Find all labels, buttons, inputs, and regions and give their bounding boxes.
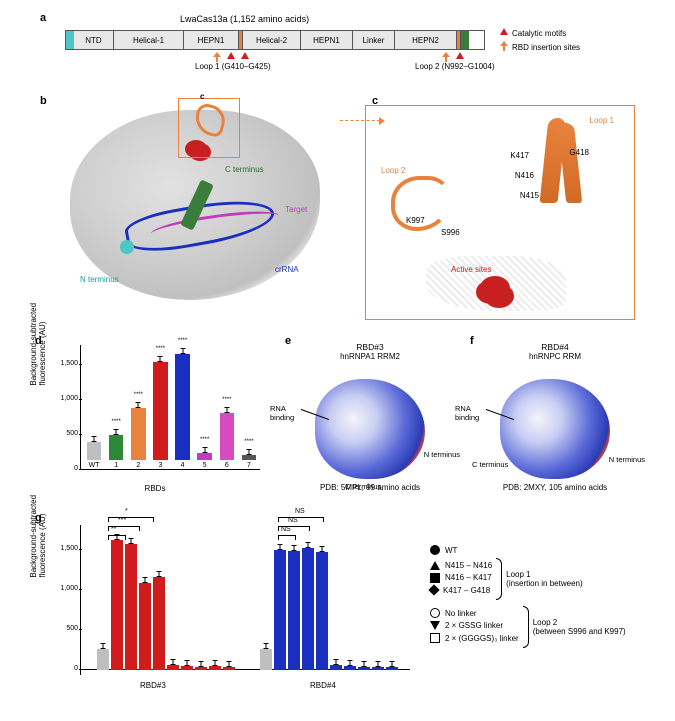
panel-b: c N terminus C terminus crRNA Target: [45, 100, 345, 320]
sym-tri-down: [430, 621, 440, 630]
nterm-label: N terminus: [80, 275, 119, 284]
d-ytick-500: 500: [58, 430, 78, 437]
n-terminus-marker: [120, 240, 134, 254]
f-subtitle: hnRNPC RRM: [470, 352, 640, 361]
c-cap: [461, 31, 469, 49]
d-ytick-0: 0: [58, 465, 78, 472]
d-xaxis: [80, 469, 260, 470]
f-rna-label: RNAbinding: [455, 404, 479, 422]
e-title: RBD#3: [285, 342, 455, 352]
res-n415: N415: [520, 191, 539, 200]
panel-e: RBD#3 hnRNPA1 RRM2 RNAbinding N terminus…: [285, 342, 455, 492]
res-s996: S996: [441, 228, 460, 237]
panel-g-chart: Background-subtractedfluorescence (AU) 0…: [40, 520, 420, 700]
c-marker: c: [200, 92, 204, 101]
e-rna-label: RNAbinding: [270, 404, 294, 422]
sym-tri-up: [430, 561, 440, 570]
cterm-label: C terminus: [225, 165, 264, 174]
loop2-sub: (between S996 and K997): [533, 627, 626, 636]
sym-circ-open: [430, 608, 440, 618]
g-ylabel: Background-subtractedfluorescence (AU): [29, 495, 47, 578]
domain-hepn1a: HEPN1: [184, 31, 239, 49]
e-cterm: C terminus: [345, 482, 381, 491]
loop1-sub: (insertion in between): [506, 579, 582, 588]
g-ytick-0: 0: [58, 665, 78, 672]
domain-ntd: NTD: [74, 31, 114, 49]
panel-g-legend: WT N415 – N416 N416 – K417 K417 – G418 L…: [430, 545, 626, 648]
f-arrow: [486, 409, 515, 420]
l2-item0: No linker: [445, 609, 477, 618]
wt-symbol: [430, 545, 440, 555]
catalytic-icon: [500, 28, 508, 35]
active-site-zoom: [476, 280, 506, 304]
n-cap: [66, 31, 74, 49]
brace2: [523, 606, 529, 648]
loop2-label: Loop 2: [381, 166, 405, 175]
l2-item2: 2 × (GGGGS)₃ linker: [445, 634, 519, 643]
e-subtitle: hnRNPA1 RRM2: [285, 352, 455, 361]
loop1-annot: Loop 1 (G410–G425): [195, 52, 271, 71]
active-label: Active sites: [451, 265, 491, 274]
sym-square: [430, 573, 440, 583]
crrna-label: crRNA: [275, 265, 299, 274]
panel-a-label: a: [40, 12, 46, 24]
e-nterm: N terminus: [424, 450, 460, 459]
panel-c: Loop 1 Loop 2 K417 G418 N416 N415 K997 S…: [365, 105, 635, 320]
d-ylabel: Background-subtractedfluorescence (AU): [29, 302, 47, 385]
panel-f: RBD#4 hnRNPC RRM RNAbinding C terminus N…: [470, 342, 640, 492]
domain-hepn1b: HEPN1: [301, 31, 353, 49]
brace1: [496, 558, 502, 600]
loop1-label: Loop 1: [590, 116, 614, 125]
catalytic-label: Catalytic motifs: [512, 29, 566, 38]
domain-hepn2: HEPN2: [395, 31, 457, 49]
domain-helical2: Helical-2: [243, 31, 301, 49]
domain-linker: Linker: [353, 31, 395, 49]
res-g418: G418: [569, 148, 589, 157]
g-x-rbd4: RBD#4: [310, 681, 336, 690]
panel-a-legend: Catalytic motifs RBD insertion sites: [500, 28, 580, 57]
l1-item1: N416 – K417: [445, 573, 492, 582]
d-ytick-1500: 1,500: [58, 360, 78, 367]
e-arrow: [301, 409, 330, 420]
zoom-box: [178, 98, 240, 158]
f-surface: RNAbinding C terminus N terminus: [500, 379, 610, 479]
wt-label: WT: [445, 546, 457, 555]
res-k417: K417: [510, 151, 529, 160]
g-ytick-1000: 1,000: [58, 585, 78, 592]
d-xtitle: RBDs: [145, 484, 166, 493]
sym-square-open: [430, 633, 440, 643]
d-bars: WT****1****2****3****4****5****6****7: [85, 345, 258, 469]
loop1-text: Loop 1 (G410–G425): [195, 62, 271, 71]
target-label: Target: [285, 205, 307, 214]
l1-item0: N415 – N416: [445, 561, 492, 570]
structure-cartoon: c N terminus C terminus crRNA Target: [70, 110, 320, 300]
panel-d-chart: Background-subtractedfluorescence (AU) 0…: [40, 340, 270, 495]
l1-item2: K417 – G418: [443, 586, 490, 595]
rbd-site-label: RBD insertion sites: [512, 43, 580, 52]
f-nterm: N terminus: [609, 455, 645, 464]
res-k997: K997: [406, 216, 425, 225]
panel-a-title: LwaCas13a (1,152 amino acids): [180, 14, 309, 24]
g-yaxis: [80, 525, 81, 675]
g-bars: [85, 530, 410, 670]
g-ytick-500: 500: [58, 625, 78, 632]
f-title: RBD#4: [470, 342, 640, 352]
loop1-title: Loop 1: [506, 570, 530, 579]
l2-item1: 2 × GSSG linker: [445, 621, 503, 630]
domain-helical1: Helical-1: [114, 31, 184, 49]
loop2-annot: Loop 2 (N992–G1004): [415, 52, 495, 71]
rbd-site-icon: [500, 41, 508, 51]
sym-diamond: [428, 584, 439, 595]
loop2-text: Loop 2 (N992–G1004): [415, 62, 495, 71]
g-x-rbd3: RBD#3: [140, 681, 166, 690]
loop2-title: Loop 2: [533, 618, 557, 627]
domain-bar: NTD Helical-1 HEPN1 Helical-2 HEPN1 Link…: [65, 30, 485, 50]
f-cterm: C terminus: [472, 460, 508, 469]
f-pdb: PDB: 2MXY, 105 amino acids: [470, 483, 640, 492]
g-ytick-1500: 1,500: [58, 545, 78, 552]
e-surface: RNAbinding N terminus C terminus: [315, 379, 425, 479]
res-n416: N416: [515, 171, 534, 180]
d-ytick-1000: 1,000: [58, 395, 78, 402]
